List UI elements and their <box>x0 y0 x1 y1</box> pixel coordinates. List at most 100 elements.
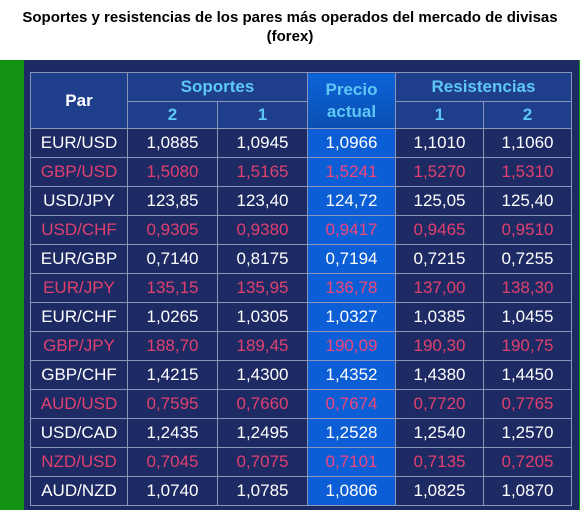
table-row: EUR/GBP 0,7140 0,8175 0,7194 0,7215 0,7255 <box>30 244 572 274</box>
precio-actual-cell: 0,7101 <box>307 447 396 477</box>
title-line-1: Soportes y resistencias de los pares más… <box>22 9 558 26</box>
table-row: GBP/JPY 188,70 189,45 190,09 190,30 190,75 <box>30 331 572 361</box>
resistencia-2-cell: 0,9510 <box>483 215 572 245</box>
resistencia-2-cell: 1,0870 <box>483 476 572 506</box>
soporte-2-cell: 0,7045 <box>127 447 218 477</box>
resistencia-2-cell: 1,5310 <box>483 157 572 187</box>
header-resistencia-2: 2 <box>483 101 572 129</box>
resistencia-1-cell: 0,7720 <box>395 389 484 419</box>
soporte-1-cell: 1,0945 <box>217 128 308 158</box>
resistencia-1-cell: 1,1010 <box>395 128 484 158</box>
pair-cell: NZD/USD <box>30 447 128 477</box>
header-row-2: 2 1 1 2 <box>31 101 572 129</box>
page-title: Soportes y resistencias de los pares más… <box>0 0 580 60</box>
table-row: USD/CHF 0,9305 0,9380 0,9417 0,9465 0,9510 <box>30 215 572 245</box>
resistencia-2-cell: 0,7255 <box>483 244 572 274</box>
precio-actual-cell: 1,5241 <box>307 157 396 187</box>
precio-actual-cell: 136,78 <box>307 273 396 303</box>
pair-cell: GBP/CHF <box>30 360 128 390</box>
table-row: GBP/CHF 1,4215 1,4300 1,4352 1,4380 1,4450 <box>30 360 572 390</box>
resistencia-1-cell: 1,0385 <box>395 302 484 332</box>
pair-cell: AUD/NZD <box>30 476 128 506</box>
pair-cell: EUR/GBP <box>30 244 128 274</box>
precio-actual-cell: 1,2528 <box>307 418 396 448</box>
header-soporte-1: 1 <box>217 101 308 129</box>
resistencia-1-cell: 1,0825 <box>395 476 484 506</box>
table-row: GBP/USD 1,5080 1,5165 1,5241 1,5270 1,5310 <box>30 157 572 187</box>
soporte-2-cell: 1,0885 <box>127 128 218 158</box>
support-resistance-table: Par Soportes Precio actual Resistencias … <box>30 72 572 506</box>
soporte-1-cell: 0,8175 <box>217 244 308 274</box>
soporte-2-cell: 0,7140 <box>127 244 218 274</box>
precio-actual-cell: 0,9417 <box>307 215 396 245</box>
soporte-2-cell: 1,0265 <box>127 302 218 332</box>
soporte-1-cell: 0,9380 <box>217 215 308 245</box>
resistencia-2-cell: 1,0455 <box>483 302 572 332</box>
pair-cell: GBP/JPY <box>30 331 128 361</box>
soporte-1-cell: 1,4300 <box>217 360 308 390</box>
soporte-2-cell: 135,15 <box>127 273 218 303</box>
table-row: AUD/USD 0,7595 0,7660 0,7674 0,7720 0,7765 <box>30 389 572 419</box>
precio-actual-cell: 124,72 <box>307 186 396 216</box>
resistencia-1-cell: 137,00 <box>395 273 484 303</box>
soporte-2-cell: 1,4215 <box>127 360 218 390</box>
resistencia-1-cell: 0,7135 <box>395 447 484 477</box>
precio-actual-cell: 190,09 <box>307 331 396 361</box>
resistencia-2-cell: 138,30 <box>483 273 572 303</box>
soporte-1-cell: 1,2495 <box>217 418 308 448</box>
resistencia-2-cell: 190,75 <box>483 331 572 361</box>
resistencia-2-cell: 1,4450 <box>483 360 572 390</box>
pair-cell: USD/JPY <box>30 186 128 216</box>
pair-cell: EUR/CHF <box>30 302 128 332</box>
header-soporte-2: 2 <box>127 101 218 129</box>
precio-actual-cell: 1,0966 <box>307 128 396 158</box>
table-row: USD/JPY 123,85 123,40 124,72 125,05 125,40 <box>30 186 572 216</box>
resistencia-1-cell: 125,05 <box>395 186 484 216</box>
pair-cell: GBP/USD <box>30 157 128 187</box>
green-border: Par Soportes Precio actual Resistencias … <box>0 60 580 510</box>
soporte-1-cell: 0,7660 <box>217 389 308 419</box>
resistencia-1-cell: 1,2540 <box>395 418 484 448</box>
resistencia-2-cell: 0,7205 <box>483 447 572 477</box>
soporte-1-cell: 189,45 <box>217 331 308 361</box>
soporte-1-cell: 1,0305 <box>217 302 308 332</box>
header-precio-actual: Precio actual <box>307 72 396 129</box>
table-row: USD/CAD 1,2435 1,2495 1,2528 1,2540 1,2570 <box>30 418 572 448</box>
pair-cell: USD/CAD <box>30 418 128 448</box>
soporte-1-cell: 1,0785 <box>217 476 308 506</box>
resistencia-2-cell: 0,7765 <box>483 389 572 419</box>
table-row: NZD/USD 0,7045 0,7075 0,7101 0,7135 0,7205 <box>30 447 572 477</box>
resistencia-1-cell: 1,5270 <box>395 157 484 187</box>
table-row: EUR/USD 1,0885 1,0945 1,0966 1,1010 1,1060 <box>30 128 572 158</box>
table-body: EUR/USD 1,0885 1,0945 1,0966 1,1010 1,1060 GBP… <box>30 128 572 506</box>
precio-actual-cell: 0,7674 <box>307 389 396 419</box>
header-par: Par <box>30 72 128 129</box>
table-row: EUR/CHF 1,0265 1,0305 1,0327 1,0385 1,0455 <box>30 302 572 332</box>
soporte-2-cell: 1,2435 <box>127 418 218 448</box>
soporte-2-cell: 1,5080 <box>127 157 218 187</box>
pair-cell: USD/CHF <box>30 215 128 245</box>
header-resistencia-1: 1 <box>395 101 484 129</box>
soporte-2-cell: 1,0740 <box>127 476 218 506</box>
resistencia-1-cell: 1,4380 <box>395 360 484 390</box>
table-row: AUD/NZD 1,0740 1,0785 1,0806 1,0825 1,0870 <box>30 476 572 506</box>
header-precio-line-2: actual <box>326 101 377 121</box>
soporte-2-cell: 0,9305 <box>127 215 218 245</box>
table-row: EUR/JPY 135,15 135,95 136,78 137,00 138,30 <box>30 273 572 303</box>
header-precio-line-1: Precio <box>325 79 378 99</box>
soporte-2-cell: 123,85 <box>127 186 218 216</box>
pair-cell: EUR/JPY <box>30 273 128 303</box>
precio-actual-cell: 1,0327 <box>307 302 396 332</box>
resistencia-1-cell: 190,30 <box>395 331 484 361</box>
pair-cell: EUR/USD <box>30 128 128 158</box>
resistencia-2-cell: 1,2570 <box>483 418 572 448</box>
header-row-1: Par Soportes Precio actual Resistencias <box>30 72 572 129</box>
soporte-1-cell: 135,95 <box>217 273 308 303</box>
precio-actual-cell: 1,4352 <box>307 360 396 390</box>
table-panel: Par Soportes Precio actual Resistencias … <box>24 60 579 510</box>
soporte-1-cell: 1,5165 <box>217 157 308 187</box>
soporte-1-cell: 123,40 <box>217 186 308 216</box>
resistencia-2-cell: 125,40 <box>483 186 572 216</box>
title-line-2: (forex) <box>266 28 314 45</box>
pair-cell: AUD/USD <box>30 389 128 419</box>
